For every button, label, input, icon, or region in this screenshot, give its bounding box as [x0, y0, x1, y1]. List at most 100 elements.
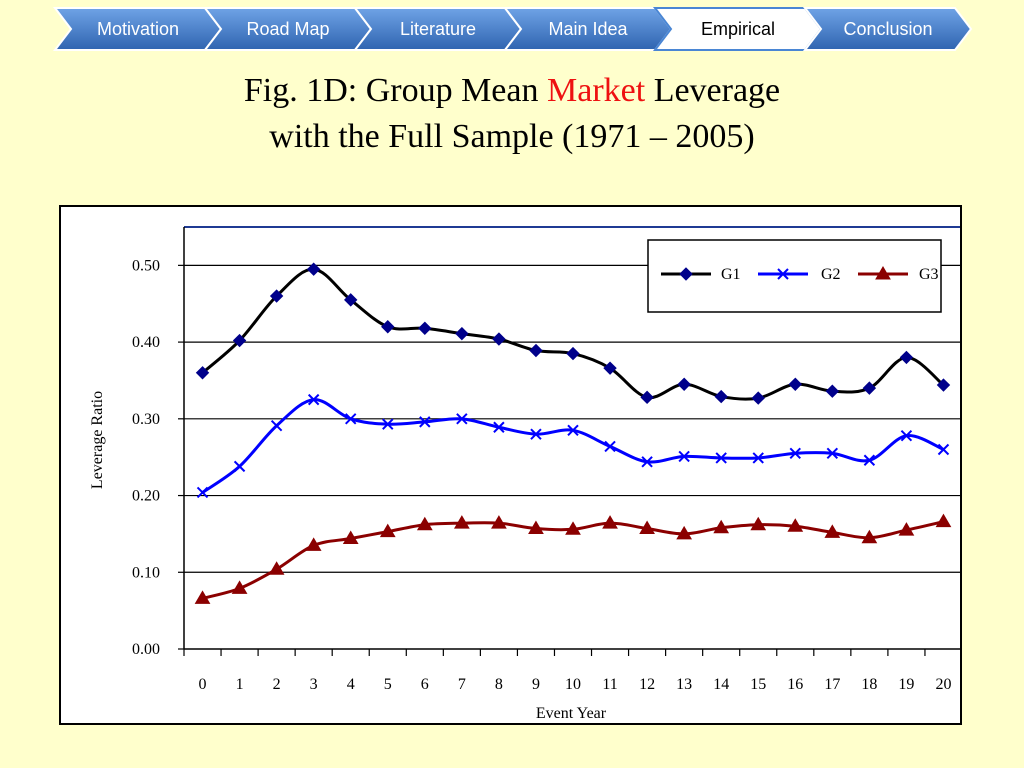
x-tick-label: 13: [676, 676, 692, 693]
x-tick-label: 15: [750, 676, 766, 693]
nav-tab-conclusion[interactable]: [802, 7, 973, 51]
data-point-g2: [789, 447, 801, 460]
data-point-g2: [604, 440, 616, 453]
nav-tab-label: Motivation: [97, 19, 179, 39]
x-tick-label: 19: [898, 676, 914, 693]
data-point-g2: [345, 413, 357, 425]
y-tick-label: 0.10: [132, 564, 160, 581]
data-point-g2: [641, 456, 653, 468]
data-point-g3: [861, 529, 878, 544]
data-point-g1: [492, 332, 506, 346]
data-point-g3: [416, 516, 433, 531]
x-tick-label: 0: [199, 676, 207, 693]
slide-title: Fig. 1D: Group Mean Market Leverage with…: [0, 68, 1024, 160]
x-tick-label: 17: [824, 676, 840, 693]
legend-marker-g3: [875, 266, 891, 280]
y-tick-label: 0.30: [132, 411, 160, 428]
data-point-g3: [379, 523, 396, 538]
chart-frame: 0.00 0.10 0.20 0.30 0.40 0.50 0 1 2 3 4 5 6 7 8 9 10 11 12…: [59, 205, 962, 725]
data-point-g3: [787, 518, 804, 532]
title-line-1: Fig. 1D: Group Mean Market Leverage: [0, 68, 1024, 114]
data-point-g3: [602, 515, 618, 529]
data-point-g3: [750, 516, 767, 531]
data-point-g2: [530, 428, 542, 440]
x-tick-label: 5: [384, 676, 392, 693]
data-point-g1: [899, 350, 914, 365]
data-point-g1: [418, 321, 432, 335]
data-point-g1: [751, 391, 765, 405]
data-point-g3: [676, 525, 693, 540]
data-point-g1: [825, 384, 840, 398]
x-tick-label: 18: [861, 676, 877, 693]
data-point-g1: [195, 366, 210, 380]
data-point-g3: [898, 522, 915, 536]
data-point-g2: [307, 393, 320, 406]
data-point-g3: [713, 519, 730, 534]
data-point-g1: [269, 289, 284, 303]
x-tick-label: 16: [787, 676, 803, 693]
data-point-g3: [194, 590, 211, 604]
data-point-g3: [342, 530, 359, 545]
title-pre: Fig. 1D: Group Mean: [243, 72, 547, 109]
legend-label-g3: G3: [919, 266, 939, 283]
nav-tab-label: Empirical: [701, 19, 775, 39]
data-point-g1: [714, 389, 728, 404]
x-tick-label: 2: [273, 676, 281, 693]
x-axis-title: Event Year: [536, 705, 607, 722]
data-point-g3: [231, 580, 248, 594]
data-point-g2: [270, 420, 283, 432]
data-point-g2: [863, 454, 876, 466]
data-point-g2: [567, 424, 579, 437]
data-point-g3: [305, 537, 322, 551]
data-point-g1: [677, 377, 691, 391]
data-point-g1: [529, 343, 543, 358]
nav-tab-label: Main Idea: [548, 19, 628, 39]
x-tick-label: 8: [495, 676, 503, 693]
data-point-g2: [715, 452, 727, 464]
data-point-g2: [752, 452, 764, 464]
data-point-g3: [824, 524, 841, 538]
x-tick-label: 14: [713, 676, 729, 693]
data-point-g1: [455, 326, 469, 341]
y-tick-label: 0.40: [132, 334, 160, 351]
x-tick-label: 4: [347, 676, 355, 693]
x-tick-label: 7: [458, 676, 466, 693]
data-point-g2: [678, 450, 690, 463]
x-tick-label: 1: [236, 676, 244, 693]
x-tick-label: 12: [639, 676, 655, 693]
data-point-g1: [344, 293, 358, 307]
data-point-g1: [862, 381, 877, 395]
data-point-g2: [419, 416, 431, 428]
data-point-g2: [826, 447, 839, 460]
data-point-g2: [456, 413, 468, 425]
nav-tab-label: Road Map: [246, 19, 329, 39]
x-tick-label: 3: [310, 676, 318, 693]
data-point-g1: [566, 346, 580, 361]
data-point-g2: [900, 429, 913, 442]
y-tick-label: 0.20: [132, 488, 160, 505]
data-point-g1: [603, 361, 617, 375]
data-point-g2: [233, 460, 246, 473]
data-point-g2: [937, 443, 950, 456]
x-tick-label: 11: [602, 676, 617, 693]
y-tick-label: 0.50: [132, 257, 160, 274]
legend-marker-g1: [679, 267, 693, 281]
data-point-g3: [935, 513, 952, 528]
data-point-g2: [382, 418, 394, 430]
data-point-g3: [453, 515, 470, 529]
data-point-g1: [788, 377, 802, 391]
x-tick-label: 9: [532, 676, 540, 693]
data-point-g3: [565, 521, 581, 535]
data-point-g2: [493, 421, 505, 433]
y-axis-title: Leverage Ratio: [89, 391, 106, 489]
leverage-chart: 0.000.100.200.300.400.500 1 2 3 4 5 6 7 8 9 10 11 12…: [89, 226, 960, 722]
nav-tab-label: Conclusion: [843, 19, 932, 39]
data-point-g1: [381, 320, 395, 334]
legend-marker-g2: [777, 268, 789, 280]
data-point-g1: [936, 378, 951, 392]
data-point-g3: [268, 561, 285, 575]
nav-tab-label: Literature: [400, 19, 476, 39]
data-point-g1: [232, 333, 247, 348]
title-highlight: Market: [547, 72, 646, 109]
x-tick-label: 10: [565, 676, 581, 693]
